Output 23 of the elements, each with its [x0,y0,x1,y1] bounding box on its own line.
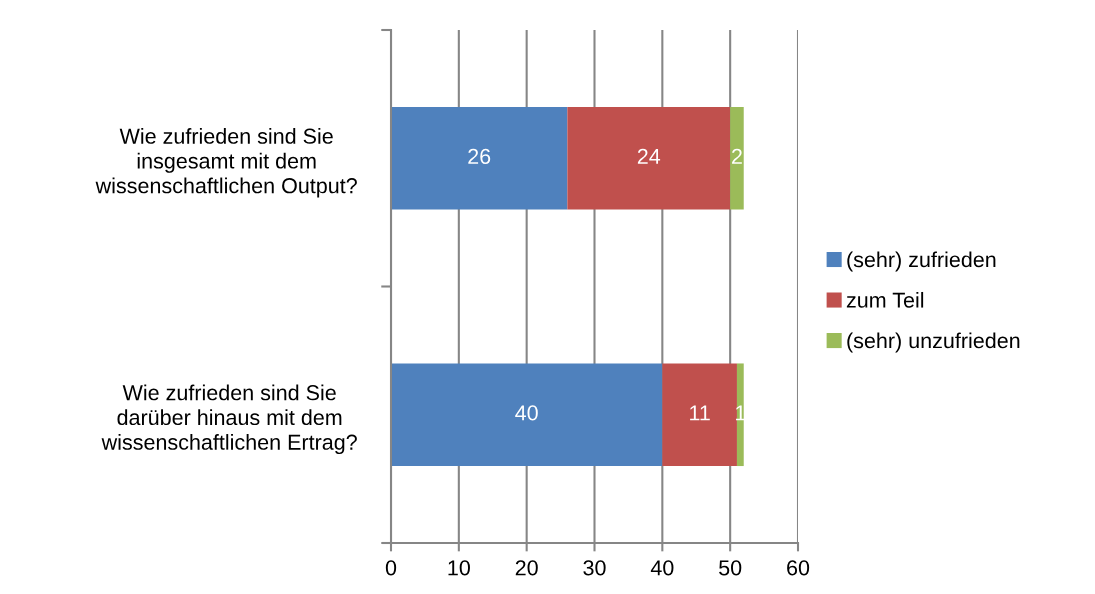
x-tick-label: 0 [385,560,397,576]
bar [736,363,744,467]
x-tick-label: 40 [650,560,674,576]
legend-label: (sehr) zufrieden [847,251,996,272]
bar [391,363,663,467]
bar [567,106,731,210]
legend-label: zum Teil [846,291,924,308]
data-label: 11 [690,405,710,421]
y-tick-label: Wie zufrieden sind Sie insgesamt mit dem wissenschaftlichen Output? [95,128,357,198]
bar [391,106,568,210]
data-label: 2 [732,148,742,164]
data-label: 24 [637,148,661,164]
y-tick-label: Wie zufrieden sind Sie darüber hinaus mit dem wissenschaftlichen Ertrag? [101,384,357,455]
data-label: 40 [515,405,538,421]
x-tick-label: 30 [583,560,606,576]
data-label: 26 [468,148,491,165]
x-tick-label: 60 [787,560,810,576]
x-tick-label: 10 [448,560,470,576]
x-tick-label: 50 [719,560,742,576]
bar [662,363,737,467]
legend-label: (sehr) unzufrieden [847,332,1020,353]
bar [730,106,744,210]
x-tick-label: 20 [515,560,538,576]
